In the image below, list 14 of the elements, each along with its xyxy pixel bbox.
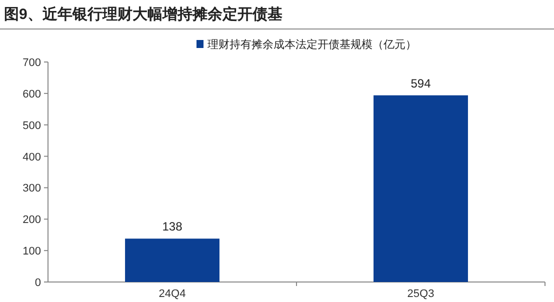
y-tick-label: 300 xyxy=(22,182,41,195)
legend-label: 理财持有摊余成本法定开债基规模（亿元） xyxy=(208,38,416,51)
y-tick-label: 200 xyxy=(22,214,41,226)
y-tick-label: 700 xyxy=(22,57,41,69)
data-label: 594 xyxy=(410,76,432,90)
y-tick-label: 100 xyxy=(22,246,41,258)
chart-title: 图9、近年银行理财大幅增持摊余定开债基 xyxy=(4,5,282,23)
x-tick-label: 25Q3 xyxy=(407,288,434,300)
y-tick-label: 600 xyxy=(22,88,41,100)
data-label: 138 xyxy=(162,220,183,234)
y-tick-label: 500 xyxy=(22,120,41,132)
y-tick-label: 0 xyxy=(34,277,41,289)
y-tick-label: 400 xyxy=(22,151,41,164)
x-tick-label: 24Q4 xyxy=(158,288,186,300)
